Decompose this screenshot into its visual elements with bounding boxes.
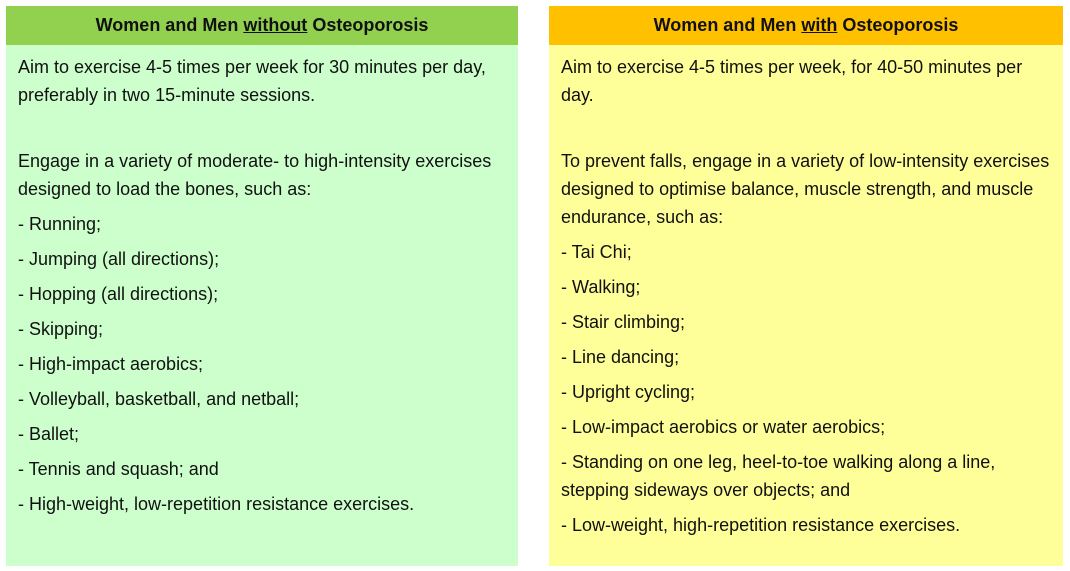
list-item: - Volleyball, basketball, and netball; xyxy=(18,389,300,409)
list-item: - Tai Chi; xyxy=(561,242,632,262)
list-item: - Standing on one leg, heel-to-toe walki… xyxy=(561,452,996,500)
panel-body: Aim to exercise 4-5 times per week for 3… xyxy=(6,45,518,522)
panel: Women and Men without Osteoporosis Aim t… xyxy=(6,6,518,566)
paragraph: Aim to exercise 4-5 times per week for 3… xyxy=(18,57,486,105)
list-item: - Stair climbing; xyxy=(561,312,686,332)
panel-body: Aim to exercise 4-5 times per week, for … xyxy=(549,45,1063,543)
title-text: Osteoporosis xyxy=(307,15,429,35)
panel-header: Women and Men without Osteoporosis xyxy=(6,6,518,45)
list-item: - Tennis and squash; and xyxy=(18,459,219,479)
title-text: Osteoporosis xyxy=(837,15,959,35)
list-item: - Low-weight, high-repetition resistance… xyxy=(561,515,961,535)
panel: Women and Men with Osteoporosis Aim to e… xyxy=(549,6,1063,566)
paragraph: To prevent falls, engage in a variety of… xyxy=(561,151,1050,227)
title-emphasis: with xyxy=(801,15,838,35)
panel-header: Women and Men with Osteoporosis xyxy=(549,6,1063,45)
list-item: - High-impact aerobics; xyxy=(18,354,204,374)
list-item: - High-weight, low-repetition resistance… xyxy=(18,494,415,514)
list-item: - Hopping (all directions); xyxy=(18,284,219,304)
list-item: - Skipping; xyxy=(18,319,104,339)
title-emphasis: without xyxy=(243,15,308,35)
list-item: - Low-impact aerobics or water aerobics; xyxy=(561,417,886,437)
list-item: - Running; xyxy=(18,214,102,234)
list-item: - Jumping (all directions); xyxy=(18,249,220,269)
paragraph: Aim to exercise 4-5 times per week, for … xyxy=(561,57,1023,105)
list-item: - Ballet; xyxy=(18,424,80,444)
paragraph: Engage in a variety of moderate- to high… xyxy=(18,151,492,199)
title-text: Women and Men xyxy=(95,15,244,35)
list-item: - Line dancing; xyxy=(561,347,680,367)
list-item: - Walking; xyxy=(561,277,641,297)
list-item: - Upright cycling; xyxy=(561,382,696,402)
title-text: Women and Men xyxy=(653,15,802,35)
